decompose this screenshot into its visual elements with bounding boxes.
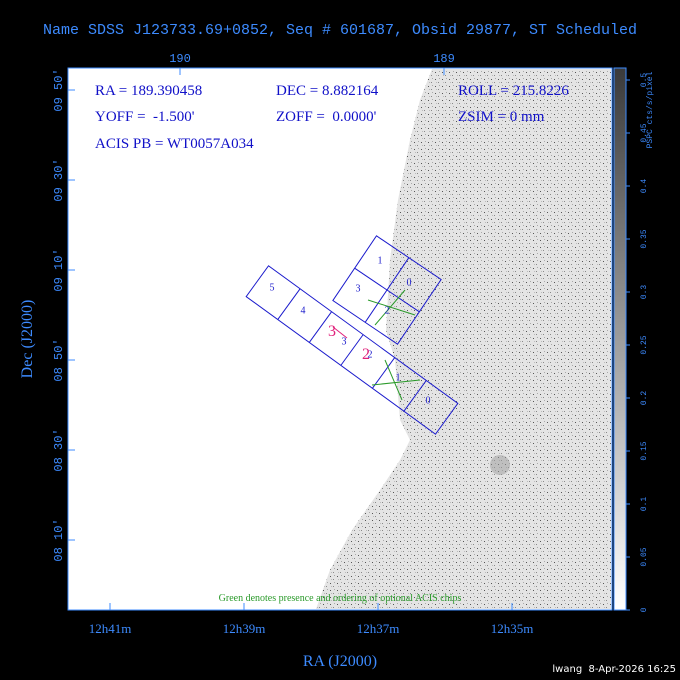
bottom-tick-label: 12h39m (223, 621, 266, 636)
colorbar-title: PSPC cts/s/pixel (646, 71, 655, 148)
aimpoint-mark (332, 326, 348, 339)
chip-label: 3 (356, 283, 361, 294)
info-acis: ACIS PB = WT0057A034 (95, 136, 254, 152)
colorbar-label: 0.1 (640, 497, 649, 512)
chip-label: 1 (378, 255, 383, 266)
left-tick-label: 08 30' (52, 428, 66, 471)
colorbar-label: 0.2 (640, 391, 649, 406)
colorbar-label: 0.25 (640, 335, 649, 354)
colorbar-label: 0 (640, 607, 649, 612)
aimpoint-label: 3 (328, 323, 336, 340)
note: Green denotes presence and ordering of o… (219, 593, 462, 604)
sky-image (316, 69, 611, 609)
bottom-tick-label: 12h37m (357, 621, 400, 636)
chip-label: 0 (407, 277, 412, 288)
optional-chip-marks (367, 289, 421, 401)
bottom-tick-label: 12h41m (89, 621, 132, 636)
chip-label: 1 (396, 372, 401, 383)
x-axis-title: RA (J2000) (303, 653, 377, 670)
top-tick-label: 189 (433, 52, 455, 66)
chip-label: 4 (301, 305, 306, 316)
bottom-tick-label: 12h35m (491, 621, 534, 636)
top-tick-label: 190 (169, 52, 191, 66)
left-tick-label: 09 10' (52, 248, 66, 291)
title: Name SDSS J123733.69+0852, Seq # 601687,… (43, 22, 637, 39)
info-yoff: YOFF = -1.500' (95, 109, 195, 125)
s-array (245, 265, 459, 435)
left-tick-label: 09 50' (52, 68, 66, 111)
left-tick-label: 09 30' (52, 158, 66, 201)
chip-label: 0 (426, 395, 431, 406)
colorbar-label: 0.35 (640, 229, 649, 248)
left-tick-label: 08 50' (52, 338, 66, 381)
i-array (332, 235, 442, 345)
chip-label: 2 (368, 349, 373, 360)
chip-label: 3 (342, 336, 347, 347)
y-axis-title: Dec (J2000) (19, 300, 36, 379)
footer: lwang 8-Apr-2026 16:25 (552, 664, 676, 675)
chip-label: 5 (270, 282, 275, 293)
colorbar-label: 0.5 (640, 73, 649, 88)
info-zoff: ZOFF = 0.0000' (276, 109, 377, 125)
colorbar (613, 67, 627, 611)
colorbar-label: 0.45 (640, 123, 649, 142)
colorbar-label: 0.3 (640, 285, 649, 300)
info-zsim: ZSIM = 0 mm (458, 109, 545, 125)
source (490, 455, 510, 475)
colorbar-label: 0.4 (640, 179, 649, 194)
colorbar-label: 0.05 (640, 547, 649, 566)
info-ra: RA = 189.390458 (95, 83, 202, 99)
aimpoint-label: 2 (362, 346, 370, 363)
colorbar-label: 0.15 (640, 441, 649, 460)
info-dec: DEC = 8.882164 (276, 83, 379, 99)
chip-label: 2 (385, 305, 390, 316)
info-roll: ROLL = 215.8226 (458, 83, 569, 99)
left-tick-label: 08 10' (52, 518, 66, 561)
